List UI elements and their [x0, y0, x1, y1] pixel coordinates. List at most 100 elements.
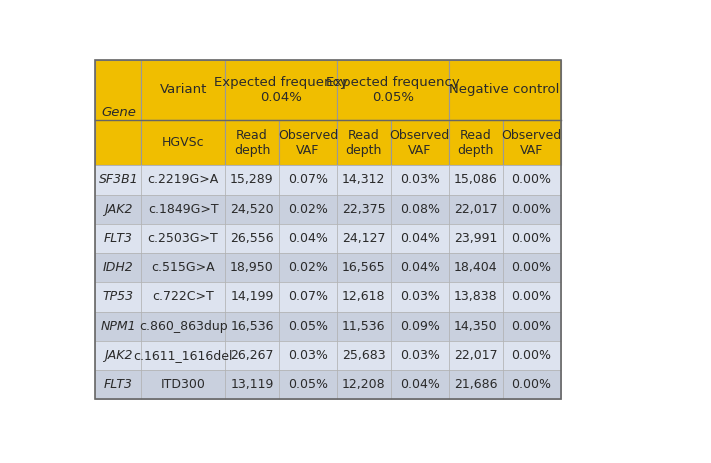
Text: SF3B1: SF3B1	[99, 174, 138, 187]
Text: 0.00%: 0.00%	[512, 261, 552, 274]
Text: 0.04%: 0.04%	[400, 232, 439, 245]
Text: c.1849G>T: c.1849G>T	[148, 203, 218, 216]
Text: 24,520: 24,520	[230, 203, 274, 216]
Text: 23,991: 23,991	[454, 232, 498, 245]
Text: 0.00%: 0.00%	[512, 349, 552, 362]
Text: c.722C>T: c.722C>T	[152, 290, 214, 303]
Text: 26,267: 26,267	[230, 349, 274, 362]
Bar	[391, 224, 449, 253]
Bar	[225, 282, 279, 312]
Text: JAK2: JAK2	[104, 349, 133, 362]
Text: FLT3: FLT3	[104, 232, 133, 245]
Bar	[95, 370, 141, 399]
Text: Variant: Variant	[159, 83, 207, 96]
Bar	[279, 194, 337, 224]
Bar	[279, 312, 337, 341]
Text: 25,683: 25,683	[342, 349, 385, 362]
Bar	[449, 370, 503, 399]
Bar	[141, 253, 225, 282]
Bar	[279, 253, 337, 282]
Text: 15,086: 15,086	[454, 174, 498, 187]
Text: Read
depth: Read depth	[346, 129, 382, 156]
Text: Read
depth: Read depth	[457, 129, 494, 156]
Bar	[337, 120, 391, 165]
Bar	[225, 370, 279, 399]
Bar	[503, 370, 560, 399]
Text: c.515G>A: c.515G>A	[151, 261, 215, 274]
Bar	[225, 341, 279, 370]
Text: 22,375: 22,375	[342, 203, 385, 216]
Text: c.860_863dup: c.860_863dup	[139, 319, 228, 332]
Bar	[449, 282, 503, 312]
Bar	[391, 253, 449, 282]
Text: 24,127: 24,127	[342, 232, 385, 245]
Bar	[225, 312, 279, 341]
Bar	[95, 60, 560, 399]
Text: 0.00%: 0.00%	[512, 378, 552, 391]
Bar	[449, 120, 503, 165]
Bar	[141, 282, 225, 312]
Bar	[337, 224, 391, 253]
Bar	[95, 224, 141, 253]
Text: 0.02%: 0.02%	[288, 203, 328, 216]
Text: 14,350: 14,350	[454, 319, 498, 332]
Text: IDH2: IDH2	[103, 261, 134, 274]
Text: 16,565: 16,565	[342, 261, 385, 274]
Text: 22,017: 22,017	[454, 349, 498, 362]
Text: 14,199: 14,199	[230, 290, 274, 303]
Bar	[141, 312, 225, 341]
Bar	[449, 341, 503, 370]
Text: 0.07%: 0.07%	[288, 290, 328, 303]
Bar	[141, 60, 225, 120]
Text: 0.05%: 0.05%	[288, 319, 328, 332]
Text: 0.04%: 0.04%	[400, 261, 439, 274]
Bar	[337, 253, 391, 282]
Text: 0.09%: 0.09%	[400, 319, 439, 332]
Bar	[449, 60, 560, 120]
Bar	[141, 194, 225, 224]
Bar	[337, 341, 391, 370]
Bar	[449, 165, 503, 194]
Text: 16,536: 16,536	[230, 319, 274, 332]
Text: 26,556: 26,556	[230, 232, 274, 245]
Bar	[225, 253, 279, 282]
Text: c.1611_1616del: c.1611_1616del	[134, 349, 232, 362]
Text: 13,119: 13,119	[230, 378, 274, 391]
Text: 0.03%: 0.03%	[400, 174, 439, 187]
Bar	[391, 370, 449, 399]
Bar	[391, 282, 449, 312]
Text: 0.00%: 0.00%	[512, 319, 552, 332]
Bar	[141, 224, 225, 253]
Text: 0.03%: 0.03%	[400, 349, 439, 362]
Bar	[337, 370, 391, 399]
Bar	[449, 253, 503, 282]
Text: FLT3: FLT3	[104, 378, 133, 391]
Text: 0.04%: 0.04%	[400, 378, 439, 391]
Text: ITD300: ITD300	[161, 378, 205, 391]
Bar	[95, 312, 141, 341]
Bar	[503, 341, 560, 370]
Text: HGVSc: HGVSc	[162, 136, 205, 149]
Bar	[449, 194, 503, 224]
Text: JAK2: JAK2	[104, 203, 133, 216]
Bar	[279, 165, 337, 194]
Bar	[225, 60, 337, 120]
Text: 0.03%: 0.03%	[400, 290, 439, 303]
Text: 0.07%: 0.07%	[288, 174, 328, 187]
Bar	[503, 312, 560, 341]
Bar	[95, 165, 141, 194]
Bar	[95, 253, 141, 282]
Bar	[449, 312, 503, 341]
Text: TP53: TP53	[103, 290, 134, 303]
Bar	[141, 341, 225, 370]
Bar	[337, 282, 391, 312]
Text: Observed
VAF: Observed VAF	[278, 129, 338, 156]
Bar	[225, 165, 279, 194]
Text: 21,686: 21,686	[454, 378, 498, 391]
Text: 18,404: 18,404	[454, 261, 498, 274]
Bar	[337, 312, 391, 341]
Bar	[279, 341, 337, 370]
Bar	[141, 165, 225, 194]
Bar	[503, 165, 560, 194]
Text: 0.04%: 0.04%	[288, 232, 328, 245]
